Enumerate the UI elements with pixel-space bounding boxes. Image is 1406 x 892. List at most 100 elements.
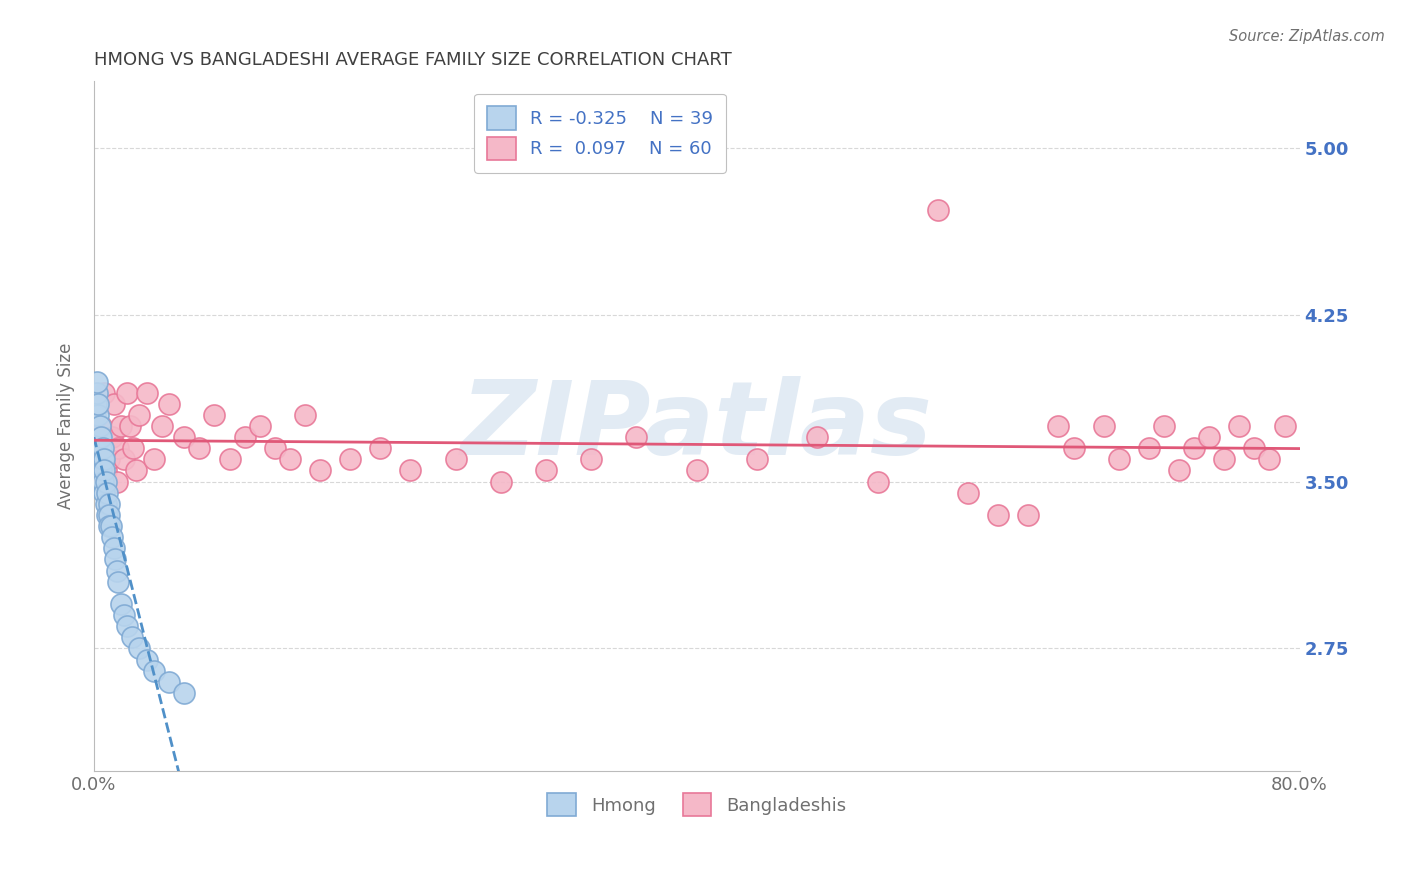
Point [90, 463, 112, 477]
Point [143, 664, 166, 678]
Point [89, 419, 111, 434]
Point [91, 452, 114, 467]
Point [125, 463, 148, 477]
Point [94, 475, 117, 489]
Point [86, 375, 108, 389]
Point [956, 485, 979, 500]
Point [112, 607, 135, 622]
Point [135, 652, 157, 666]
Point [1092, 419, 1115, 434]
Point [987, 508, 1010, 522]
Point [1227, 419, 1250, 434]
Point [1063, 442, 1085, 456]
Point [93, 385, 115, 400]
Text: HMONG VS BANGLADESHI AVERAGE FAMILY SIZE CORRELATION CHART: HMONG VS BANGLADESHI AVERAGE FAMILY SIZE… [94, 51, 731, 69]
Point [534, 463, 557, 477]
Point [120, 419, 142, 434]
Point [444, 452, 467, 467]
Point [103, 541, 125, 556]
Point [1017, 508, 1039, 522]
Point [399, 463, 422, 477]
Point [93, 485, 115, 500]
Y-axis label: Average Family Size: Average Family Size [58, 343, 75, 509]
Point [1168, 463, 1191, 477]
Point [90, 442, 112, 456]
Point [806, 430, 828, 444]
Point [128, 641, 150, 656]
Point [96, 485, 118, 500]
Point [98, 508, 121, 522]
Point [1137, 442, 1160, 456]
Point [157, 674, 180, 689]
Text: Source: ZipAtlas.com: Source: ZipAtlas.com [1229, 29, 1385, 44]
Point [489, 475, 512, 489]
Point [128, 408, 150, 422]
Point [1182, 442, 1205, 456]
Point [107, 574, 129, 589]
Point [204, 408, 226, 422]
Point [90, 430, 112, 444]
Point [1274, 419, 1296, 434]
Point [143, 452, 166, 467]
Point [90, 419, 112, 434]
Point [91, 475, 114, 489]
Point [84, 408, 107, 422]
Point [101, 530, 124, 544]
Point [87, 397, 110, 411]
Point [233, 430, 256, 444]
Point [105, 564, 128, 578]
Point [115, 385, 138, 400]
Point [87, 463, 110, 477]
Point [1108, 452, 1130, 467]
Point [150, 419, 173, 434]
Point [112, 452, 135, 467]
Point [686, 463, 709, 477]
Point [927, 203, 949, 218]
Point [104, 552, 127, 566]
Point [105, 475, 128, 489]
Point [93, 452, 115, 467]
Legend: Hmong, Bangladeshis: Hmong, Bangladeshis [540, 786, 853, 823]
Point [745, 452, 768, 467]
Point [218, 452, 240, 467]
Point [1213, 452, 1236, 467]
Point [100, 519, 122, 533]
Point [309, 463, 332, 477]
Point [86, 385, 108, 400]
Point [626, 430, 648, 444]
Point [101, 430, 124, 444]
Point [110, 419, 132, 434]
Point [103, 397, 125, 411]
Point [1047, 419, 1070, 434]
Point [87, 408, 110, 422]
Point [1243, 442, 1265, 456]
Point [84, 397, 107, 411]
Point [98, 452, 121, 467]
Text: ZIPatlas: ZIPatlas [461, 376, 932, 476]
Point [135, 385, 157, 400]
Point [278, 452, 301, 467]
Point [173, 430, 195, 444]
Point [188, 442, 211, 456]
Point [96, 508, 118, 522]
Point [115, 619, 138, 633]
Point [157, 397, 180, 411]
Point [91, 442, 114, 456]
Point [294, 408, 316, 422]
Point [98, 519, 121, 533]
Point [581, 452, 603, 467]
Point [339, 452, 361, 467]
Point [89, 430, 111, 444]
Point [98, 497, 121, 511]
Point [110, 597, 132, 611]
Point [1258, 452, 1281, 467]
Point [249, 419, 271, 434]
Point [107, 442, 129, 456]
Point [1198, 430, 1220, 444]
Point [173, 686, 195, 700]
Point [94, 497, 117, 511]
Point [94, 463, 117, 477]
Point [93, 463, 115, 477]
Point [866, 475, 889, 489]
Point [263, 442, 285, 456]
